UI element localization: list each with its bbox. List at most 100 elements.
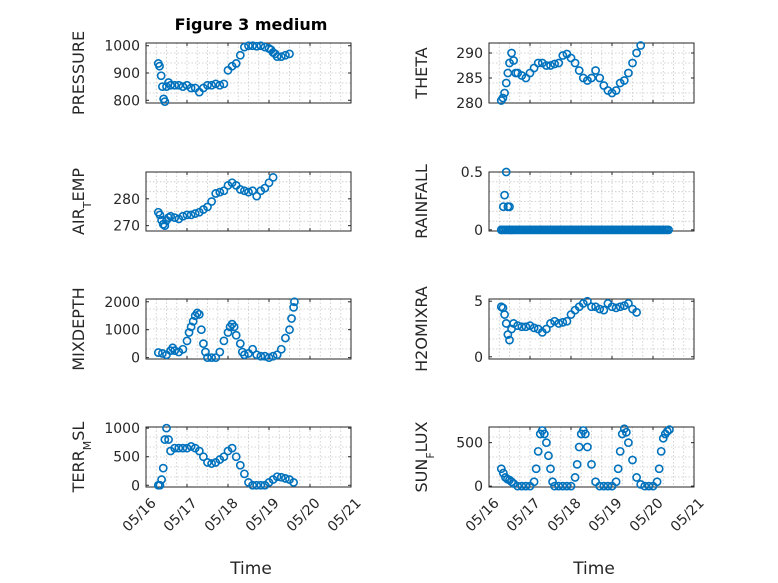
data-point (272, 52, 282, 62)
data-point (654, 464, 664, 474)
data-point (239, 350, 249, 360)
data-point (531, 464, 541, 474)
data-point (160, 97, 170, 107)
data-point (162, 423, 171, 433)
data-point (611, 303, 621, 313)
data-point (235, 185, 245, 194)
data-point (548, 477, 557, 487)
data-point (529, 323, 539, 333)
data-point (239, 469, 249, 479)
y-axis-label: SUNFLUX (412, 421, 437, 492)
data-point (624, 438, 633, 448)
y-tick-label: 280 (456, 96, 483, 112)
data-point (186, 83, 196, 93)
data-point (591, 477, 600, 487)
data-point (562, 481, 572, 491)
data-point (155, 61, 164, 71)
data-point (570, 473, 580, 482)
x-tick-label: 05/16 (120, 495, 160, 535)
data-point (624, 68, 633, 78)
data-point (539, 429, 549, 439)
data-point (287, 314, 296, 323)
data-point (219, 186, 229, 196)
data-point (223, 328, 233, 337)
y-axis-label: TERRMSL (69, 422, 94, 494)
data-point (268, 172, 278, 182)
data-point (640, 481, 650, 491)
data-point (572, 459, 582, 469)
data-point (227, 443, 237, 453)
data-point (235, 339, 245, 349)
y-tick-label: 0 (131, 478, 140, 494)
y-axis-label: THETA (412, 47, 431, 99)
data-point (248, 186, 257, 196)
data-point (544, 451, 553, 461)
data-point (182, 443, 192, 453)
data-point (188, 316, 198, 326)
data-point (160, 435, 170, 444)
x-tick-label: 05/21 (325, 495, 365, 535)
data-point (285, 325, 294, 335)
data-point (178, 211, 188, 221)
data-point (158, 463, 168, 473)
data-point (558, 51, 568, 60)
data-point (542, 324, 551, 334)
data-point (260, 183, 270, 193)
data-point (507, 48, 516, 58)
axes-7: 0 500 1000 05/16 05/17 05/18 05/19 05/20 05/21 TE… (69, 421, 365, 535)
data-point (272, 472, 282, 482)
data-point (529, 477, 539, 487)
data-point (272, 350, 282, 360)
data-point (211, 79, 221, 89)
data-point (628, 455, 637, 465)
axes-frame (488, 298, 695, 360)
data-point (498, 93, 508, 103)
data-point (624, 299, 633, 308)
data-point (500, 190, 509, 200)
data-point (550, 59, 559, 69)
y-tick-label: 285 (456, 71, 483, 87)
data-point (155, 210, 165, 220)
data-point (239, 42, 249, 52)
data-point (264, 353, 274, 363)
data-point (636, 479, 646, 489)
data-point (268, 351, 278, 361)
data-point (662, 426, 672, 436)
data-point (628, 58, 637, 68)
axes-layer: 800 900 1000 PRESSURE 280 285 290 THETA 270 280 AI… (69, 31, 708, 535)
data-point (652, 477, 662, 487)
data-point (252, 350, 262, 360)
data-point (248, 41, 257, 51)
data-point (186, 442, 196, 451)
x-tick-label: 05/20 (284, 495, 324, 535)
data-point (211, 353, 221, 363)
data-point (558, 481, 568, 491)
data-point (256, 41, 266, 51)
x-tick-label: 05/20 (627, 495, 667, 535)
data-point (533, 58, 543, 68)
data-point (186, 210, 196, 220)
x-tick-label: 05/18 (202, 495, 242, 535)
data-point (632, 307, 641, 317)
data-point (599, 481, 609, 491)
data-point (621, 427, 631, 437)
y-tick-label: 0.5 (461, 165, 483, 181)
axes-3: 270 280 AIRTEMP (69, 168, 352, 235)
data-point (178, 344, 188, 354)
data-point (570, 58, 580, 68)
y-tick-label: 1000 (104, 39, 140, 55)
data-point (182, 336, 192, 346)
axes-frame (488, 426, 695, 488)
data-point (607, 302, 617, 312)
data-point (587, 302, 596, 312)
data-point (235, 460, 245, 470)
data-point (203, 80, 212, 90)
data-point (184, 328, 194, 337)
y-tick-label: 1000 (104, 323, 140, 339)
axes-5: 0 1000 2000 MIXDEPTH (69, 287, 352, 371)
data-point (546, 464, 555, 474)
data-point (239, 186, 249, 196)
data-point (587, 73, 596, 83)
data-point (595, 73, 605, 83)
